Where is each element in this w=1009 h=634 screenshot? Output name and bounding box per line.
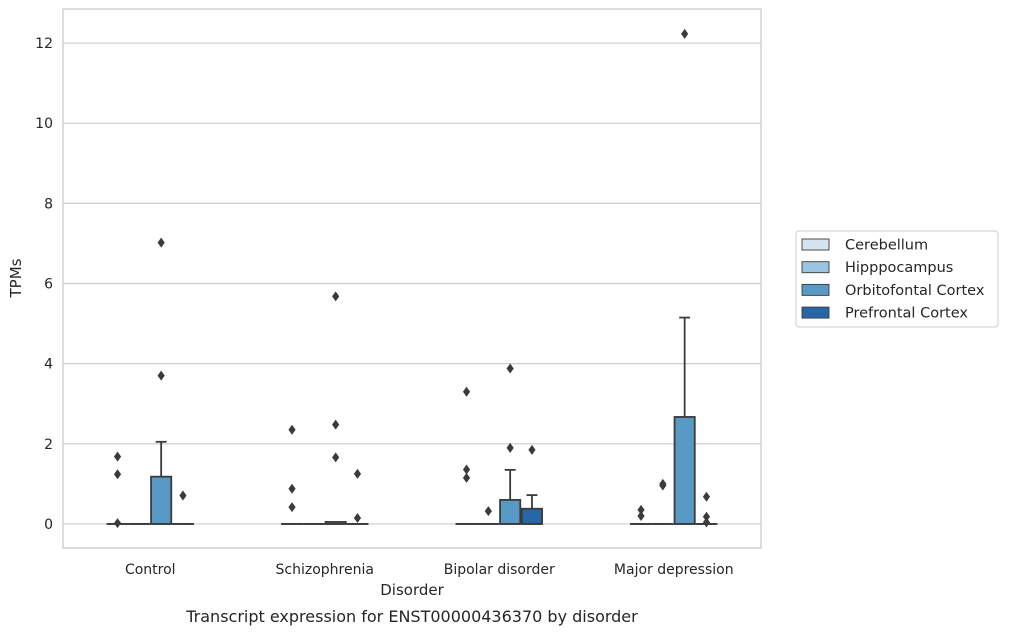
outlier-point xyxy=(179,490,187,501)
outlier-point xyxy=(484,506,492,517)
x-tick-label: Bipolar disorder xyxy=(444,562,555,578)
x-axis-title: Disorder xyxy=(380,581,444,599)
x-tick-label: Schizophrenia xyxy=(276,562,374,578)
legend-swatch xyxy=(801,261,830,274)
outlier-point xyxy=(637,510,645,521)
box-orbitofontal-cortex xyxy=(150,237,173,525)
y-tick-label: 4 xyxy=(44,357,53,373)
y-axis-title: TPMs xyxy=(7,258,25,298)
outlier-point xyxy=(288,502,296,513)
y-tick-label: 6 xyxy=(44,277,53,293)
legend-label: Prefrontal Cortex xyxy=(845,306,968,322)
outlier-point xyxy=(353,468,362,479)
plot-frame xyxy=(62,8,762,549)
outlier-point xyxy=(506,442,514,453)
y-tick-label: 10 xyxy=(35,116,53,132)
box-body xyxy=(673,416,696,525)
outlier-point xyxy=(528,444,536,455)
outlier-point xyxy=(681,28,689,39)
box-hipppocampus xyxy=(477,506,500,525)
box-cerebellum xyxy=(455,386,478,525)
outlier-point xyxy=(113,469,122,480)
x-tick-label: Control xyxy=(125,562,176,578)
outlier-point xyxy=(637,504,645,515)
y-tick-label: 8 xyxy=(44,196,53,212)
y-tick-label: 0 xyxy=(44,517,53,533)
box-cerebellum xyxy=(106,451,129,529)
box-orbitofontal-cortex xyxy=(499,363,522,525)
outlier-point xyxy=(702,517,711,528)
box-cerebellum xyxy=(281,424,304,525)
box-body xyxy=(520,507,543,525)
legend-label: Orbitofontal Cortex xyxy=(845,283,985,299)
chart-caption: Transcript expression for ENST0000043637… xyxy=(185,607,638,626)
outlier-point xyxy=(332,452,340,463)
box-prefrontal-cortex xyxy=(346,468,369,525)
legend-swatch xyxy=(801,283,830,296)
y-tick-labels: 0 2 4 6 8 10 12 xyxy=(35,36,53,533)
outlier-point xyxy=(506,363,514,374)
box-hipppocampus xyxy=(651,478,674,525)
outlier-point xyxy=(702,491,711,502)
box-elements xyxy=(106,28,718,529)
legend-label: Cerebellum xyxy=(845,238,928,254)
outlier-point xyxy=(332,419,340,430)
x-tick-label: Major depression xyxy=(614,562,734,578)
outlier-point xyxy=(288,424,296,435)
legend-frame xyxy=(795,230,999,328)
legend-swatch xyxy=(801,238,830,251)
outlier-point xyxy=(157,237,165,248)
box-cerebellum xyxy=(630,504,653,525)
outlier-point xyxy=(353,512,362,523)
outlier-point xyxy=(462,472,471,483)
legend-swatch xyxy=(801,306,830,319)
y-tick-label: 2 xyxy=(44,437,53,453)
outlier-point xyxy=(462,386,471,397)
box-body xyxy=(499,499,522,525)
outlier-point xyxy=(332,291,340,302)
box-prefrontal-cortex xyxy=(171,490,194,525)
x-tick-labels: Control Schizophrenia Bipolar disorder Majo… xyxy=(125,562,734,578)
outlier-point xyxy=(113,451,122,462)
y-tick-label: 12 xyxy=(35,36,53,52)
box-prefrontal-cortex xyxy=(695,491,718,528)
legend: Cerebellum Hipppocampus Orbitofontal Corte… xyxy=(795,230,999,328)
outlier-point xyxy=(462,464,471,475)
outlier-point xyxy=(702,511,711,522)
box-prefrontal-cortex xyxy=(520,444,543,525)
legend-label: Hipppocampus xyxy=(845,260,953,276)
outlier-point xyxy=(659,480,667,491)
box-orbitofontal-cortex xyxy=(673,28,696,525)
gridlines xyxy=(63,42,761,525)
box-body xyxy=(150,475,173,525)
box-orbitofontal-cortex xyxy=(324,291,347,525)
outlier-point xyxy=(113,518,122,529)
outlier-point xyxy=(288,483,296,494)
outlier-point xyxy=(157,370,165,381)
